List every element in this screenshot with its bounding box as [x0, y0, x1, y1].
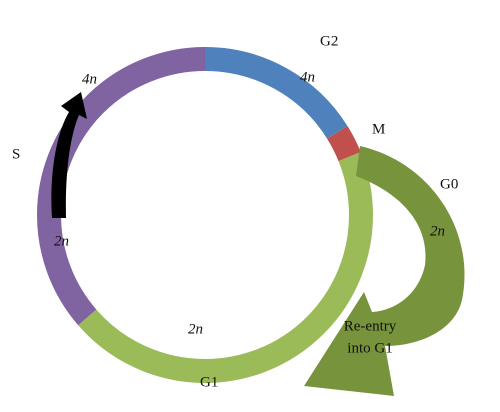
g0-label: G0 [440, 176, 458, 192]
g0-ploidy: 2n [430, 223, 445, 239]
reentry-line: into G1 [347, 340, 392, 356]
g1-ploidy: 2n [188, 321, 203, 337]
m-label: M [372, 121, 385, 137]
s-label: S [12, 146, 20, 162]
s-ploidy-start: 2n [54, 233, 69, 249]
g2-label: G2 [320, 33, 338, 49]
s-segment [37, 47, 373, 383]
g1-segment [37, 47, 373, 383]
g2-ploidy: 4n [300, 69, 315, 85]
g0-arrow [304, 146, 465, 396]
g1-label: G1 [200, 374, 218, 390]
s-arrow [51, 92, 87, 218]
reentry-line: Re-entry [344, 318, 397, 334]
s-ploidy-end: 4n [82, 71, 97, 87]
